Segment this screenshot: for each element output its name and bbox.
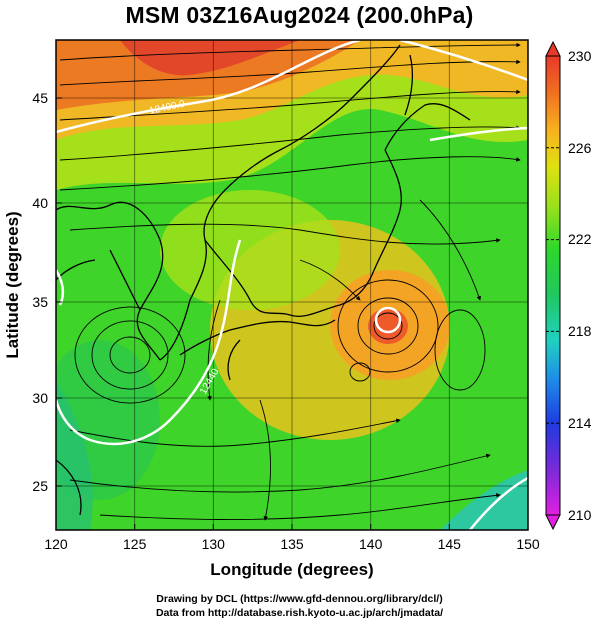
y-tick-label: 25 <box>32 478 48 494</box>
credit-data-source: Data from http://database.rish.kyoto-u.a… <box>155 607 444 619</box>
y-tick-label: 40 <box>32 195 48 211</box>
wind-streamlines <box>59 42 521 521</box>
colorbar-label: 222 <box>568 231 592 247</box>
colorbar-scale <box>545 55 561 516</box>
colorbar-max-triangle <box>545 40 561 57</box>
y-axis: 25 30 35 40 45 Latitude (degrees) <box>3 90 62 494</box>
y-tick-label: 45 <box>32 90 48 106</box>
colorbar-label: 218 <box>568 323 592 339</box>
x-tick-label: 140 <box>359 536 383 552</box>
y-tick-label: 30 <box>32 390 48 406</box>
colorbar-min-triangle <box>545 514 561 531</box>
colorbar-label: 230 <box>568 48 592 64</box>
y-axis-title: Latitude (degrees) <box>3 211 22 358</box>
x-tick-label: 145 <box>438 536 462 552</box>
x-tick-label: 125 <box>123 536 147 552</box>
y-tick-label: 35 <box>32 294 48 310</box>
credit-drawing: Drawing by DCL (https://www.gfd-dennou.o… <box>156 593 443 605</box>
credits: Drawing by DCL (https://www.gfd-dennou.o… <box>0 592 599 620</box>
x-tick-label: 120 <box>44 536 68 552</box>
x-tick-label: 135 <box>280 536 304 552</box>
lat-lon-grid <box>56 40 528 530</box>
colorbar: 230 226 222 218 214 210 <box>545 40 592 531</box>
colorbar-label: 214 <box>568 415 592 431</box>
x-axis: 120 125 130 135 140 145 150 Longitude (d… <box>44 524 540 579</box>
x-axis-title: Longitude (degrees) <box>210 560 373 579</box>
x-tick-label: 150 <box>516 536 540 552</box>
height-contours <box>56 40 528 530</box>
colorbar-label: 226 <box>568 140 592 156</box>
map-title: MSM 03Z16Aug2024 (200.0hPa) <box>125 2 474 28</box>
temperature-field <box>56 40 528 530</box>
x-tick-label: 130 <box>202 536 226 552</box>
colorbar-label: 210 <box>568 507 592 523</box>
